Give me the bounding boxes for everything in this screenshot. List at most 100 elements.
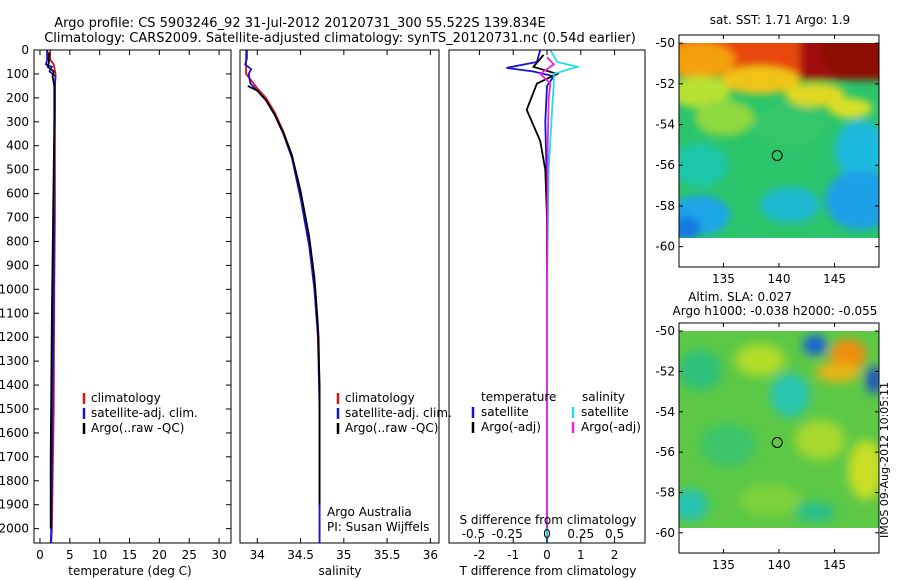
y-tick-label: 1400	[0, 378, 29, 392]
legend-label: climatology	[345, 391, 415, 405]
x-tick-label: 30	[211, 548, 226, 562]
figure-title-line2: Climatology: CARS2009. Satellite-adjuste…	[44, 31, 636, 46]
y-tick-label: 0	[21, 43, 29, 57]
difference-legend-salinity-header: salinity	[582, 390, 625, 404]
y-tick-label: 400	[6, 139, 29, 153]
map-y-tick-label: -56	[655, 445, 675, 459]
legend-label: satellite-adj. clim.	[345, 406, 452, 420]
x-tick-label: 10	[92, 548, 107, 562]
imos-timestamp: IMOS 09-Aug-2012 10:05:11	[878, 382, 891, 538]
map-y-tick-label: -56	[655, 158, 675, 172]
x-tick-label: -1	[507, 548, 519, 562]
map-y-tick-label: -50	[655, 36, 675, 50]
y-tick-label: 1800	[0, 474, 29, 488]
sla-map-subtitle: Argo h1000: -0.038 h2000: -0.055	[673, 304, 878, 318]
y-tick-label: 100	[6, 67, 29, 81]
series-line-satellite	[244, 50, 321, 543]
temperature-axis-label: temperature (deg C)	[68, 564, 191, 578]
sla-map-panel: Altim. SLA: 0.027 Argo h1000: -0.038 h20…	[655, 290, 880, 572]
temperature-lines	[44, 50, 57, 544]
y-tick-label: 700	[6, 211, 29, 225]
series-line-argo	[247, 85, 321, 505]
sla-heatmap	[679, 331, 879, 528]
difference-legend: temperature salinity satelliteArgo(-adj)…	[471, 390, 641, 434]
salinity-plot-frame	[239, 49, 440, 544]
s-difference-tick-label: 0.25	[567, 527, 594, 541]
series-line-sal_argo	[538, 56, 556, 529]
x-tick-label: 5	[66, 548, 74, 562]
map-x-tick-label: 145	[823, 272, 846, 286]
y-tick-label: 800	[6, 234, 29, 248]
x-tick-label: -2	[473, 548, 485, 562]
y-tick-label: 1300	[0, 354, 29, 368]
t-difference-axis-label: T difference from climatology	[459, 564, 637, 578]
map-x-tick-label: 135	[712, 558, 735, 572]
s-difference-axis: -0.5 -0.25 0 0.25 0.5	[462, 527, 624, 541]
y-tick-label: 1500	[0, 402, 29, 416]
legend-label: climatology	[91, 391, 161, 405]
x-tick-label: 0	[543, 548, 551, 562]
map-y-tick-label: -54	[655, 118, 675, 132]
x-tick-label: 1	[577, 548, 585, 562]
x-tick-label: 15	[122, 548, 137, 562]
temperature-plot-frame	[33, 49, 232, 544]
sst-heatmap	[679, 43, 879, 238]
legend-label: Argo(..raw -QC)	[91, 421, 184, 435]
temperature-axis: 0 5 10 15 20 25 30	[36, 50, 227, 562]
legend-label: Argo(..raw -QC)	[345, 421, 438, 435]
argo-location-marker	[771, 437, 783, 448]
legend-label: satellite-adj. clim.	[91, 406, 198, 420]
series-line-argo	[525, 54, 560, 529]
x-tick-label: 35	[336, 548, 351, 562]
sst-map-axes: -50 -52 -54 -56 -58 -60 135 140 145	[655, 35, 879, 286]
map-x-tick-label: 145	[823, 558, 846, 572]
sst-map-title: sat. SST: 1.71 Argo: 1.9	[710, 13, 850, 27]
salinity-axis: 34 34.5 35 35.5 36	[250, 50, 438, 562]
y-tick-label: 600	[6, 187, 29, 201]
salinity-axis-label: salinity	[318, 564, 361, 578]
legend-label: Argo(-adj)	[481, 420, 541, 434]
x-tick-label: 25	[182, 548, 197, 562]
y-tick-label: 1900	[0, 498, 29, 512]
map-x-tick-label: 140	[768, 272, 791, 286]
map-y-tick-label: -52	[655, 364, 675, 378]
legend-label: satellite	[481, 405, 529, 419]
map-y-tick-label: -54	[655, 405, 675, 419]
map-y-tick-label: -60	[655, 526, 675, 540]
x-tick-label: 35.5	[374, 548, 401, 562]
salinity-lines	[244, 50, 321, 543]
map-y-tick-label: -58	[655, 199, 675, 213]
temperature-panel: 0100200300400500600700800900100011001200…	[0, 43, 232, 578]
x-tick-label: 2	[611, 548, 619, 562]
x-tick-label: 34	[250, 548, 265, 562]
difference-legend-temperature-header: temperature	[481, 390, 556, 404]
sla-map-title: Altim. SLA: 0.027	[688, 290, 792, 304]
y-tick-label: 200	[6, 91, 29, 105]
y-tick-label: 1700	[0, 450, 29, 464]
map-y-tick-label: -58	[655, 485, 675, 499]
y-tick-label: 1100	[0, 306, 29, 320]
legend-label: Argo(-adj)	[581, 420, 641, 434]
depth-axis: 0 100 200 300 400 500 600 700 800 900 1000 1100 1200…	[0, 43, 231, 536]
difference-panel: -2 -1 0 1 2 -0.5 -0.25 0 0.25 0.5 S difference f…	[448, 49, 646, 578]
sst-map-panel: sat. SST: 1.71 Argo: 1.9	[655, 13, 880, 286]
difference-lines	[506, 49, 581, 543]
x-tick-label: 0	[36, 548, 44, 562]
y-tick-label: 2000	[0, 522, 29, 536]
s-difference-tick-label: -0.25	[492, 527, 523, 541]
t-difference-axis: -2 -1 0 1 2	[473, 50, 618, 562]
legend-label: satellite	[581, 405, 629, 419]
x-tick-label: 20	[152, 548, 167, 562]
y-tick-label: 300	[6, 115, 29, 129]
series-line-climatology	[245, 50, 321, 543]
x-tick-label: 36	[423, 548, 438, 562]
figure-title-line1: Argo profile: CS 5903246_92 31-Jul-2012 …	[54, 16, 545, 31]
salinity-panel: 34 34.5 35 35.5 36 salinity climatologysatel…	[239, 49, 452, 578]
map-x-tick-label: 140	[768, 558, 791, 572]
y-tick-label: 500	[6, 163, 29, 177]
series-line-argo	[46, 52, 56, 529]
argo-location-marker	[771, 150, 783, 161]
